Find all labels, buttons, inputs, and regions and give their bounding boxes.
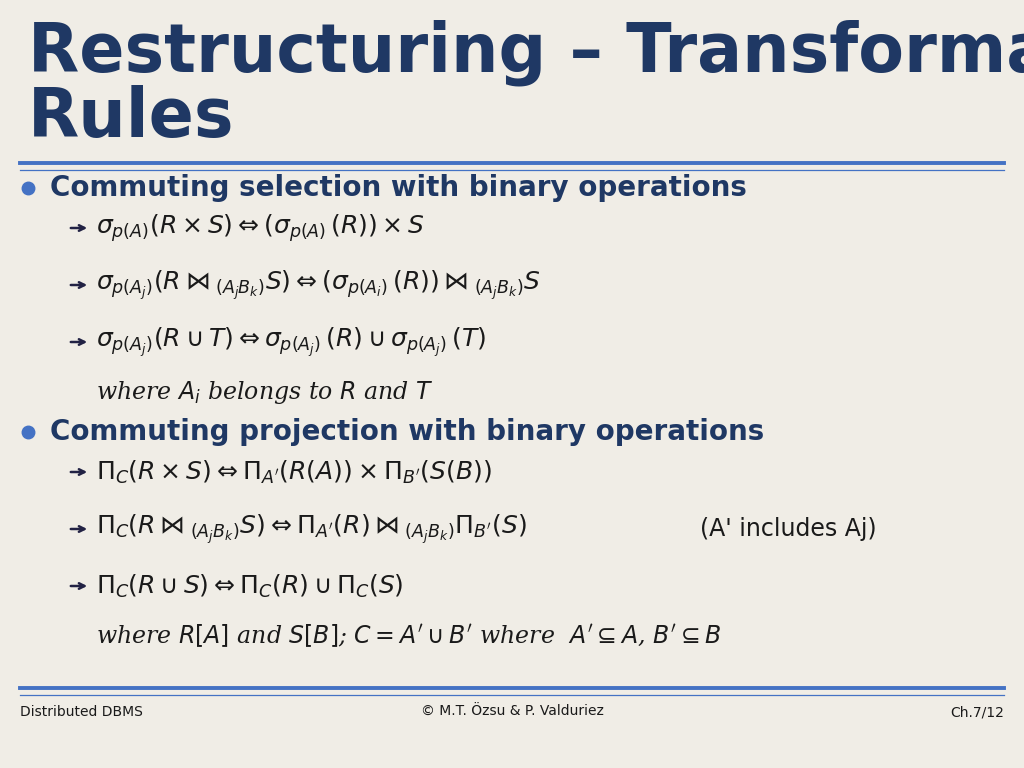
Text: Restructuring – Transformation: Restructuring – Transformation xyxy=(28,20,1024,87)
Text: $\Pi_C(R \times S) \Leftrightarrow \Pi_{A'}(R(A)) \times \Pi_{B'}(S(B))$: $\Pi_C(R \times S) \Leftrightarrow \Pi_{… xyxy=(96,458,492,485)
Text: Ch.7/12: Ch.7/12 xyxy=(950,705,1004,719)
Text: $\Pi_C(R \cup S) \Leftrightarrow \Pi_C(R) \cup \Pi_C(S)$: $\Pi_C(R \cup S) \Leftrightarrow \Pi_C(R… xyxy=(96,572,403,600)
Text: $\sigma_{p(A_j)}(R \bowtie_{(A_j B_k)} S) \Leftrightarrow (\sigma_{p(A_i)}\,(R)): $\sigma_{p(A_j)}(R \bowtie_{(A_j B_k)} S… xyxy=(96,268,541,302)
Text: $\Pi_C(R \bowtie_{(A_j B_k)} S) \Leftrightarrow \Pi_{A'}(R) \bowtie_{(A_j B_k)} : $\Pi_C(R \bowtie_{(A_j B_k)} S) \Leftrig… xyxy=(96,512,526,546)
Text: $\sigma_{p(A_j)}(R \cup T) \Leftrightarrow \sigma_{p(A_j)}\,(R) \cup \sigma_{p(A: $\sigma_{p(A_j)}(R \cup T) \Leftrightarr… xyxy=(96,325,486,359)
Text: Rules: Rules xyxy=(28,85,234,151)
Text: where $R[A]$ and $S[B]$; $C = A' \cup B'$ where  $A' \subseteq A$, $B' \subseteq: where $R[A]$ and $S[B]$; $C = A' \cup B'… xyxy=(96,622,722,650)
Text: $\sigma_{p(A)}(R \times S) \Leftrightarrow (\sigma_{p(A)}\,(R)) \times S$: $\sigma_{p(A)}(R \times S) \Leftrightarr… xyxy=(96,212,425,244)
Text: Commuting projection with binary operations: Commuting projection with binary operati… xyxy=(50,418,764,446)
Text: © M.T. Özsu & P. Valduriez: © M.T. Özsu & P. Valduriez xyxy=(421,705,603,719)
Text: Commuting selection with binary operations: Commuting selection with binary operatio… xyxy=(50,174,746,202)
Text: Distributed DBMS: Distributed DBMS xyxy=(20,705,143,719)
Text: where $A_i$ belongs to $R$ and $T$: where $A_i$ belongs to $R$ and $T$ xyxy=(96,379,433,406)
Text: (A' includes Aj): (A' includes Aj) xyxy=(700,517,877,541)
